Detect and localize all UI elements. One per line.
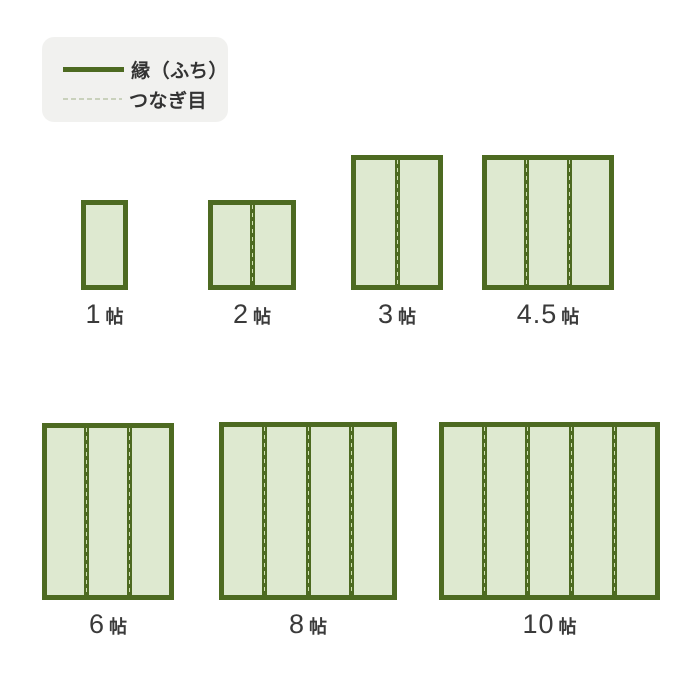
seam-line [126, 428, 132, 595]
mat-size-unit: 帖 [253, 307, 272, 327]
tatami-mat-2帖 [208, 200, 296, 290]
mat-size-unit: 帖 [109, 617, 128, 637]
tatami-panel [213, 205, 250, 285]
mat-size-number: 8 [288, 609, 306, 639]
legend-item-seam: つなぎ目 [63, 87, 228, 112]
tatami-panel [47, 428, 85, 595]
mat-size-unit: 帖 [558, 617, 577, 637]
legend-label-border: 縁（ふち） [131, 60, 228, 82]
legend-item-border: 縁（ふち） [63, 57, 228, 82]
legend-label-seam: つなぎ目 [129, 90, 208, 112]
mat-size-number: 10 [522, 609, 555, 639]
tatami-panel [131, 428, 169, 595]
tatami-panel [571, 160, 609, 285]
tatami-panel [487, 160, 525, 285]
mat-size-number: 4.5 [516, 299, 558, 329]
tatami-mat-6帖 [42, 423, 174, 600]
tatami-panel [573, 427, 612, 595]
legend: 縁（ふち） つなぎ目 [42, 37, 228, 122]
mat-size-number: 6 [88, 609, 106, 639]
tatami-panel [529, 160, 567, 285]
tatami-panel [487, 427, 526, 595]
tatami-mat-8帖 [219, 422, 397, 600]
tatami-panel [530, 427, 569, 595]
seam-line [482, 427, 488, 595]
seam-line [611, 427, 617, 595]
seam-line [84, 428, 90, 595]
seam-line [568, 427, 574, 595]
seam-line [525, 427, 531, 595]
tatami-panel [399, 160, 438, 285]
seam-line-swatch-icon [63, 98, 122, 100]
seam-line [394, 160, 400, 285]
tatami-panel [89, 428, 127, 595]
seam-line [566, 160, 572, 285]
tatami-panel [356, 160, 395, 285]
tatami-panel [353, 427, 392, 595]
seam-line [249, 205, 255, 285]
seam-line [348, 427, 354, 595]
mat-size-unit: 帖 [105, 307, 124, 327]
tatami-panel [616, 427, 656, 595]
mat-size-unit: 帖 [561, 307, 580, 327]
tatami-mat-1帖 [81, 200, 128, 290]
tatami-panel [310, 427, 349, 595]
mat-size-number: 3 [377, 299, 395, 329]
tatami-panel [444, 427, 483, 595]
tatami-panel [224, 427, 263, 595]
border-line-swatch-icon [63, 66, 125, 72]
mat-size-label: 4.5 帖 [517, 301, 580, 328]
mat-size-number: 1 [85, 299, 102, 329]
tatami-panel [254, 205, 291, 285]
mat-size-unit: 帖 [309, 617, 328, 637]
seam-line [524, 160, 530, 285]
tatami-mat-3帖 [351, 155, 443, 290]
mat-size-label: 10 帖 [522, 611, 576, 638]
tatami-panel [86, 205, 123, 285]
mat-size-number: 2 [232, 299, 250, 329]
tatami-panel [267, 427, 306, 595]
tatami-mat-4.5帖 [482, 155, 614, 290]
tatami-mat-10帖 [439, 422, 660, 600]
seam-line [262, 427, 268, 595]
seam-line [305, 427, 311, 595]
mat-size-unit: 帖 [398, 307, 417, 327]
